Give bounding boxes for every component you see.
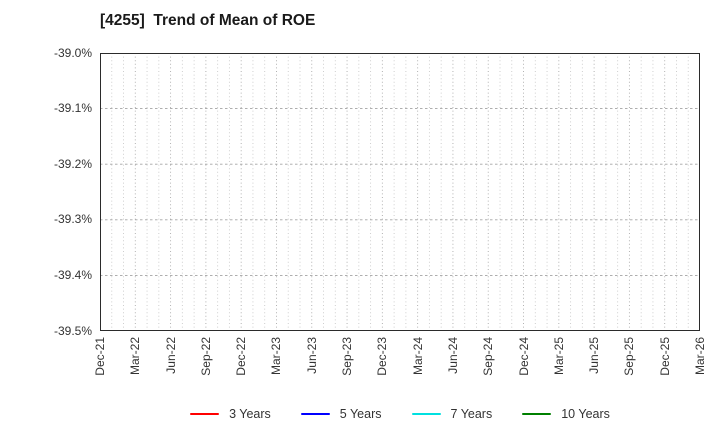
- legend-line-swatch: [411, 412, 441, 416]
- y-tick-label: -39.4%: [53, 267, 92, 282]
- x-tick-label: Dec-23: [375, 337, 390, 376]
- legend-line-swatch: [300, 412, 330, 416]
- x-tick-label: Mar-22: [128, 337, 143, 376]
- legend-item: 10 Years: [522, 407, 610, 421]
- x-tick-label: Jun-23: [304, 337, 319, 374]
- x-tick-label: Jun-22: [163, 337, 178, 374]
- legend-item: 5 Years: [300, 407, 382, 421]
- x-tick-label: Dec-24: [516, 337, 531, 376]
- legend-label: 10 Years: [561, 407, 610, 421]
- y-tick-label: -39.5%: [53, 323, 92, 338]
- x-tick-label: Sep-24: [481, 337, 496, 376]
- x-tick-label: Mar-25: [551, 337, 566, 376]
- y-tick-label: -39.1%: [53, 101, 92, 116]
- x-tick-label: Dec-21: [93, 337, 107, 376]
- x-tick-label: Dec-25: [657, 337, 672, 376]
- plot-border: [100, 53, 700, 331]
- legend-label: 5 Years: [339, 407, 382, 421]
- legend-line-swatch: [522, 412, 552, 416]
- x-tick-label: Jun-25: [587, 337, 602, 374]
- x-tick-label: Mar-26: [693, 337, 707, 376]
- x-tick-label: Mar-24: [410, 337, 425, 376]
- chart-title: [4255] Trend of Mean of ROE: [100, 12, 316, 29]
- x-tick-label: Sep-25: [622, 337, 637, 376]
- legend-line-swatch: [190, 412, 220, 416]
- plot-area: [100, 53, 700, 331]
- legend: 3 Years 5 Years 7 Years 10 Years: [100, 404, 700, 424]
- grid: [100, 53, 700, 331]
- x-tick-label: Mar-23: [269, 337, 284, 376]
- y-tick-label: -39.2%: [53, 156, 92, 171]
- legend-label: 7 Years: [450, 407, 493, 421]
- y-tick-label: -39.3%: [53, 212, 92, 227]
- x-tick-label: Sep-23: [340, 337, 355, 376]
- x-tick-label: Sep-22: [198, 337, 213, 376]
- legend-label: 3 Years: [229, 407, 271, 421]
- x-tick-label: Jun-24: [445, 337, 460, 374]
- legend-item: 3 Years: [190, 407, 271, 421]
- y-tick-label: -39.0%: [53, 45, 92, 60]
- x-tick-label: Dec-22: [234, 337, 249, 376]
- legend-item: 7 Years: [411, 407, 493, 421]
